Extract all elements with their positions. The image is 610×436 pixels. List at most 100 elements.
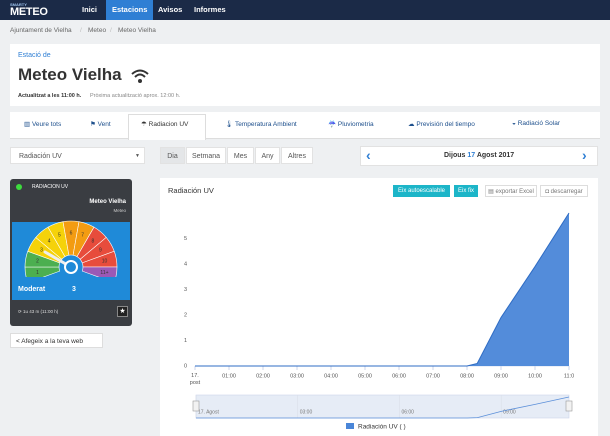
y-tick-label: 4 bbox=[184, 261, 187, 267]
gauge-label: 10 bbox=[102, 258, 108, 264]
navigator-label: 06:00 bbox=[401, 409, 414, 415]
navigator-handle bbox=[192, 400, 200, 412]
tab-label: Pluviometria bbox=[337, 121, 374, 128]
header-panel bbox=[10, 44, 600, 106]
x-tick-label: 09:00 bbox=[494, 373, 508, 379]
x-tick-label: 04:00 bbox=[324, 373, 338, 379]
gauge-segment bbox=[24, 266, 61, 277]
period-button[interactable]: Any bbox=[255, 147, 280, 164]
date: Dijous 17 Agost 2017 bbox=[444, 152, 514, 159]
x-tick-label: 02:00 bbox=[256, 373, 270, 379]
x-tick-label: 17. post bbox=[190, 373, 201, 386]
x-tick-label: 08:00 bbox=[460, 373, 474, 379]
download-button[interactable]: ◘ descarregar bbox=[540, 185, 588, 197]
logo[interactable]: METEO bbox=[10, 6, 48, 18]
y-tick-label: 0 bbox=[184, 363, 187, 369]
period-button[interactable]: Setmana bbox=[186, 147, 226, 164]
embed-button[interactable]: < Afegeix a la teva web bbox=[10, 333, 103, 348]
tab[interactable]: ◒ Radiació Solar bbox=[512, 120, 561, 127]
x-tick-label: 06:00 bbox=[392, 373, 406, 379]
station-title: Meteo Vielha bbox=[18, 65, 122, 84]
breadcrumb[interactable]: Meteo bbox=[88, 27, 107, 34]
legend-label: Radiación UV ( ) bbox=[358, 424, 406, 431]
time-text: 1u 43 m (11:00 h) bbox=[23, 309, 59, 314]
nav-item[interactable]: Informes bbox=[194, 5, 226, 14]
gauge-label: 9 bbox=[99, 247, 102, 253]
area bbox=[195, 213, 569, 366]
date-panel bbox=[360, 146, 598, 166]
gauge-label: 8 bbox=[91, 238, 94, 244]
y-tick-label: 3 bbox=[184, 287, 187, 293]
axis-button[interactable]: Eix fix bbox=[454, 185, 478, 197]
uv-value: 3 bbox=[72, 286, 76, 293]
widget-sub: Meteo bbox=[113, 208, 126, 213]
tab[interactable]: 🌡 Temperatura Ambient bbox=[225, 121, 297, 128]
y-tick-label: 5 bbox=[184, 236, 187, 242]
widget-time: ⟳ 1u 43 m (11:00 h) bbox=[18, 309, 59, 314]
button-label: descarregar bbox=[550, 189, 583, 195]
x-tick-label: 07:00 bbox=[426, 373, 440, 379]
x-tick-label: 05:00 bbox=[358, 373, 372, 379]
tab[interactable]: ☔ Pluviometria bbox=[328, 121, 374, 128]
gauge-label: 7 bbox=[81, 232, 84, 238]
breadcrumb[interactable]: Ajuntament de Vielha bbox=[10, 27, 72, 34]
month-year: Agost 2017 bbox=[476, 152, 515, 159]
export-button[interactable]: ▤ exportar Excel bbox=[485, 185, 537, 197]
prev-arrow[interactable]: ‹ bbox=[366, 147, 371, 163]
axis-button[interactable]: Eix autoescalable bbox=[393, 185, 450, 197]
widget-label: RADIACION UV bbox=[32, 184, 69, 190]
gauge-label: 11+ bbox=[100, 270, 108, 276]
tab-bar bbox=[10, 112, 600, 139]
chart-panel-title: Radiación UV bbox=[168, 186, 214, 195]
tab-label: Temperatura Ambient bbox=[234, 121, 297, 128]
nav-item[interactable]: Inici bbox=[82, 5, 98, 14]
line bbox=[195, 212, 570, 367]
x-tick-label: 10:00 bbox=[528, 373, 542, 379]
next-update: Pròxima actualització aprox. 12:00 h. bbox=[90, 93, 181, 99]
period-button[interactable]: Mes bbox=[227, 147, 254, 164]
updated: Actualitzat a les 11:00 h. bbox=[18, 93, 82, 99]
tab-label: Radiacion UV bbox=[148, 121, 189, 128]
kicker: Estació de bbox=[18, 52, 51, 59]
wifi-icon bbox=[131, 69, 149, 83]
tab[interactable]: ▥ Veure tots bbox=[24, 121, 62, 128]
nav-bar: SMARTY METEO Inici Estacions Avisos Info… bbox=[0, 0, 610, 20]
y-tick-label: 1 bbox=[184, 338, 187, 344]
x-tick-label: 11:0 bbox=[564, 373, 574, 379]
select[interactable]: Radiación UV ▼ bbox=[10, 147, 145, 164]
gauge-hub bbox=[64, 260, 78, 274]
nav-item[interactable]: Avisos bbox=[158, 5, 183, 14]
tab-label: Radiació Solar bbox=[517, 120, 561, 127]
uv-level: Moderat bbox=[18, 286, 46, 293]
breadcrumb: Meteo Vielha bbox=[118, 27, 156, 34]
separator: / bbox=[80, 27, 82, 34]
tab[interactable]: ⚑ Vent bbox=[90, 121, 111, 128]
tab[interactable]: ☂ Radiacion UV bbox=[141, 121, 189, 128]
x-tick-label: 03:00 bbox=[290, 373, 304, 379]
status-led bbox=[16, 184, 22, 190]
navigator-label: 03:00 bbox=[300, 409, 313, 415]
gauge-label: 4 bbox=[48, 238, 51, 244]
select-value: Radiación UV bbox=[19, 153, 62, 160]
tab-label: Vent bbox=[97, 121, 111, 128]
gauge-label: 6 bbox=[70, 230, 73, 236]
gauge-segment bbox=[81, 266, 118, 277]
period-button[interactable]: Dia bbox=[160, 147, 185, 164]
tab-label: Previsión del tiempo bbox=[416, 121, 475, 128]
nav-item[interactable]: Estacions bbox=[106, 0, 154, 20]
period-button[interactable]: Altres bbox=[281, 147, 313, 164]
navigator-line bbox=[196, 396, 570, 419]
gauge-label: 3 bbox=[40, 247, 43, 253]
separator: / bbox=[110, 27, 112, 34]
x-tick-label: 01:00 bbox=[222, 373, 236, 379]
logo-top: SMARTY bbox=[10, 2, 27, 7]
day-number: 17 bbox=[467, 152, 476, 159]
gauge-label: 1 bbox=[36, 270, 39, 276]
y-tick-label: 2 bbox=[184, 312, 187, 318]
widget-icon[interactable]: ★ bbox=[117, 306, 128, 317]
next-arrow[interactable]: › bbox=[582, 147, 587, 163]
tab[interactable]: ☁ Previsión del tiempo bbox=[408, 121, 475, 128]
